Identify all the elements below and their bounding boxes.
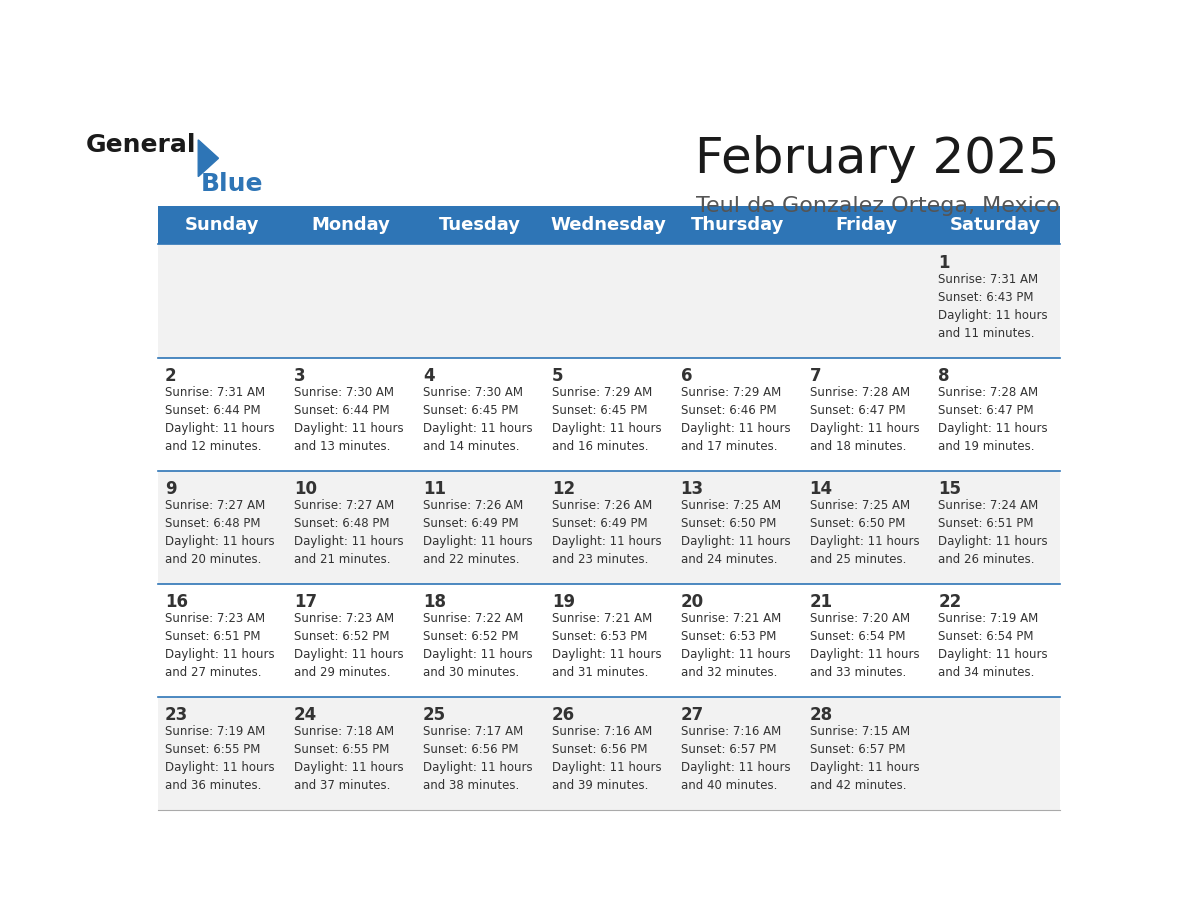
Text: Sunrise: 7:28 AM
Sunset: 6:47 PM
Daylight: 11 hours
and 19 minutes.: Sunrise: 7:28 AM Sunset: 6:47 PM Dayligh…: [939, 386, 1048, 453]
Bar: [158, 206, 1060, 244]
Text: 11: 11: [423, 480, 446, 498]
Text: Friday: Friday: [835, 216, 898, 234]
Text: 8: 8: [939, 367, 950, 385]
Text: Sunrise: 7:23 AM
Sunset: 6:51 PM
Daylight: 11 hours
and 27 minutes.: Sunrise: 7:23 AM Sunset: 6:51 PM Dayligh…: [165, 612, 274, 679]
Text: Sunrise: 7:28 AM
Sunset: 6:47 PM
Daylight: 11 hours
and 18 minutes.: Sunrise: 7:28 AM Sunset: 6:47 PM Dayligh…: [809, 386, 920, 453]
Text: 22: 22: [939, 593, 962, 611]
Text: Sunrise: 7:15 AM
Sunset: 6:57 PM
Daylight: 11 hours
and 42 minutes.: Sunrise: 7:15 AM Sunset: 6:57 PM Dayligh…: [809, 725, 920, 792]
Text: 16: 16: [165, 593, 188, 611]
Text: Sunrise: 7:29 AM
Sunset: 6:45 PM
Daylight: 11 hours
and 16 minutes.: Sunrise: 7:29 AM Sunset: 6:45 PM Dayligh…: [551, 386, 662, 453]
Text: Sunrise: 7:20 AM
Sunset: 6:54 PM
Daylight: 11 hours
and 33 minutes.: Sunrise: 7:20 AM Sunset: 6:54 PM Dayligh…: [809, 612, 920, 679]
Text: 21: 21: [809, 593, 833, 611]
Text: Sunrise: 7:18 AM
Sunset: 6:55 PM
Daylight: 11 hours
and 37 minutes.: Sunrise: 7:18 AM Sunset: 6:55 PM Dayligh…: [293, 725, 404, 792]
Text: Sunrise: 7:16 AM
Sunset: 6:57 PM
Daylight: 11 hours
and 40 minutes.: Sunrise: 7:16 AM Sunset: 6:57 PM Dayligh…: [681, 725, 790, 792]
Text: 10: 10: [293, 480, 317, 498]
Text: Monday: Monday: [311, 216, 391, 234]
Text: Sunrise: 7:24 AM
Sunset: 6:51 PM
Daylight: 11 hours
and 26 minutes.: Sunrise: 7:24 AM Sunset: 6:51 PM Dayligh…: [939, 498, 1048, 565]
Text: Sunday: Sunday: [185, 216, 259, 234]
Text: Sunrise: 7:17 AM
Sunset: 6:56 PM
Daylight: 11 hours
and 38 minutes.: Sunrise: 7:17 AM Sunset: 6:56 PM Dayligh…: [423, 725, 532, 792]
Text: 5: 5: [551, 367, 563, 385]
Text: 3: 3: [293, 367, 305, 385]
Text: 1: 1: [939, 253, 950, 272]
Bar: [158, 358, 1060, 471]
Polygon shape: [198, 140, 219, 176]
Bar: [158, 697, 1060, 810]
Text: 6: 6: [681, 367, 693, 385]
Text: Blue: Blue: [201, 173, 264, 196]
Text: Sunrise: 7:19 AM
Sunset: 6:55 PM
Daylight: 11 hours
and 36 minutes.: Sunrise: 7:19 AM Sunset: 6:55 PM Dayligh…: [165, 725, 274, 792]
Text: 25: 25: [423, 706, 446, 724]
Text: Sunrise: 7:16 AM
Sunset: 6:56 PM
Daylight: 11 hours
and 39 minutes.: Sunrise: 7:16 AM Sunset: 6:56 PM Dayligh…: [551, 725, 662, 792]
Text: Sunrise: 7:22 AM
Sunset: 6:52 PM
Daylight: 11 hours
and 30 minutes.: Sunrise: 7:22 AM Sunset: 6:52 PM Dayligh…: [423, 612, 532, 679]
Text: 15: 15: [939, 480, 961, 498]
Text: Sunrise: 7:26 AM
Sunset: 6:49 PM
Daylight: 11 hours
and 22 minutes.: Sunrise: 7:26 AM Sunset: 6:49 PM Dayligh…: [423, 498, 532, 565]
Text: Sunrise: 7:25 AM
Sunset: 6:50 PM
Daylight: 11 hours
and 24 minutes.: Sunrise: 7:25 AM Sunset: 6:50 PM Dayligh…: [681, 498, 790, 565]
Text: 28: 28: [809, 706, 833, 724]
Bar: [158, 244, 1060, 357]
Text: 7: 7: [809, 367, 821, 385]
Text: 20: 20: [681, 593, 703, 611]
Text: Tuesday: Tuesday: [438, 216, 522, 234]
Text: Saturday: Saturday: [950, 216, 1041, 234]
Text: Wednesday: Wednesday: [551, 216, 666, 234]
Bar: [158, 584, 1060, 697]
Text: 9: 9: [165, 480, 177, 498]
Text: Sunrise: 7:21 AM
Sunset: 6:53 PM
Daylight: 11 hours
and 32 minutes.: Sunrise: 7:21 AM Sunset: 6:53 PM Dayligh…: [681, 612, 790, 679]
Text: Sunrise: 7:21 AM
Sunset: 6:53 PM
Daylight: 11 hours
and 31 minutes.: Sunrise: 7:21 AM Sunset: 6:53 PM Dayligh…: [551, 612, 662, 679]
Text: Thursday: Thursday: [691, 216, 784, 234]
Text: Sunrise: 7:27 AM
Sunset: 6:48 PM
Daylight: 11 hours
and 20 minutes.: Sunrise: 7:27 AM Sunset: 6:48 PM Dayligh…: [165, 498, 274, 565]
Text: Sunrise: 7:25 AM
Sunset: 6:50 PM
Daylight: 11 hours
and 25 minutes.: Sunrise: 7:25 AM Sunset: 6:50 PM Dayligh…: [809, 498, 920, 565]
Bar: [158, 471, 1060, 584]
Text: 18: 18: [423, 593, 446, 611]
Text: Sunrise: 7:26 AM
Sunset: 6:49 PM
Daylight: 11 hours
and 23 minutes.: Sunrise: 7:26 AM Sunset: 6:49 PM Dayligh…: [551, 498, 662, 565]
Text: Sunrise: 7:31 AM
Sunset: 6:44 PM
Daylight: 11 hours
and 12 minutes.: Sunrise: 7:31 AM Sunset: 6:44 PM Dayligh…: [165, 386, 274, 453]
Text: 12: 12: [551, 480, 575, 498]
Text: Sunrise: 7:19 AM
Sunset: 6:54 PM
Daylight: 11 hours
and 34 minutes.: Sunrise: 7:19 AM Sunset: 6:54 PM Dayligh…: [939, 612, 1048, 679]
Text: 4: 4: [423, 367, 435, 385]
Text: Sunrise: 7:30 AM
Sunset: 6:44 PM
Daylight: 11 hours
and 13 minutes.: Sunrise: 7:30 AM Sunset: 6:44 PM Dayligh…: [293, 386, 404, 453]
Text: Sunrise: 7:27 AM
Sunset: 6:48 PM
Daylight: 11 hours
and 21 minutes.: Sunrise: 7:27 AM Sunset: 6:48 PM Dayligh…: [293, 498, 404, 565]
Text: Sunrise: 7:29 AM
Sunset: 6:46 PM
Daylight: 11 hours
and 17 minutes.: Sunrise: 7:29 AM Sunset: 6:46 PM Dayligh…: [681, 386, 790, 453]
Text: Sunrise: 7:23 AM
Sunset: 6:52 PM
Daylight: 11 hours
and 29 minutes.: Sunrise: 7:23 AM Sunset: 6:52 PM Dayligh…: [293, 612, 404, 679]
Text: Sunrise: 7:31 AM
Sunset: 6:43 PM
Daylight: 11 hours
and 11 minutes.: Sunrise: 7:31 AM Sunset: 6:43 PM Dayligh…: [939, 273, 1048, 340]
Text: 14: 14: [809, 480, 833, 498]
Text: 2: 2: [165, 367, 177, 385]
Text: Teul de Gonzalez Ortega, Mexico: Teul de Gonzalez Ortega, Mexico: [696, 196, 1060, 217]
Text: 23: 23: [165, 706, 189, 724]
Text: 19: 19: [551, 593, 575, 611]
Text: 13: 13: [681, 480, 703, 498]
Text: Sunrise: 7:30 AM
Sunset: 6:45 PM
Daylight: 11 hours
and 14 minutes.: Sunrise: 7:30 AM Sunset: 6:45 PM Dayligh…: [423, 386, 532, 453]
Text: 26: 26: [551, 706, 575, 724]
Text: General: General: [86, 133, 196, 158]
Text: February 2025: February 2025: [695, 135, 1060, 183]
Text: 27: 27: [681, 706, 704, 724]
Text: 17: 17: [293, 593, 317, 611]
Text: 24: 24: [293, 706, 317, 724]
